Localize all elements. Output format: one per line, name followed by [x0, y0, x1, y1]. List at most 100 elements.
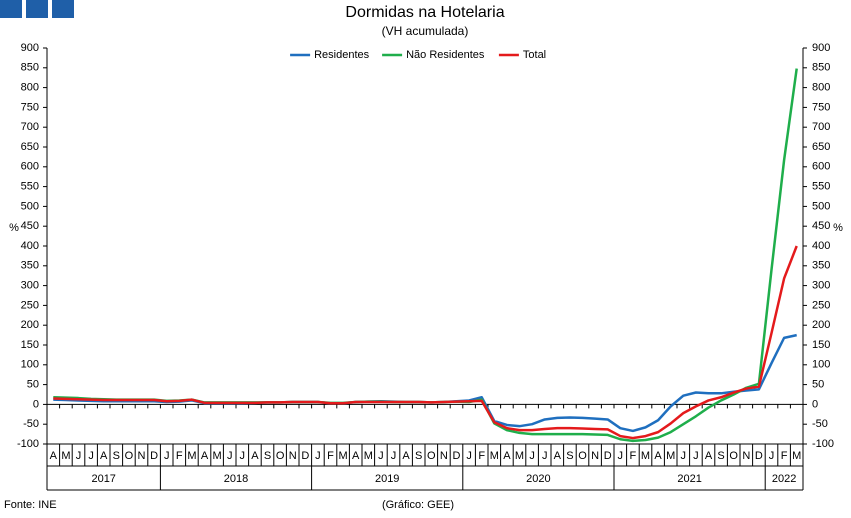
x-tick-label: M: [641, 450, 650, 462]
x-tick-label: M: [339, 450, 348, 462]
y2-axis-label: %: [833, 222, 843, 234]
x-tick-label: S: [113, 450, 120, 462]
y2-tick-label: 500: [812, 200, 830, 212]
x-tick-label: A: [201, 450, 209, 462]
x-tick-label: A: [352, 450, 360, 462]
y-tick-label: 150: [21, 339, 39, 351]
x-tick-label: F: [327, 450, 334, 462]
y-tick-label: 50: [27, 379, 39, 391]
x-tick-label: M: [213, 450, 222, 462]
chart-title: Dormidas na Hotelaria: [345, 4, 504, 21]
x-tick-label: S: [415, 450, 422, 462]
x-tick-label: F: [478, 450, 485, 462]
y-tick-label: 250: [21, 299, 39, 311]
y-tick-label: 450: [21, 220, 39, 232]
y2-tick-label: 550: [812, 181, 830, 193]
y2-tick-label: 700: [812, 121, 830, 133]
x-tick-label: D: [301, 450, 309, 462]
year-label: 2018: [224, 473, 248, 485]
x-tick-label: F: [176, 450, 183, 462]
note: (Gráfico: GEE): [382, 499, 454, 511]
x-tick-label: N: [289, 450, 297, 462]
x-tick-label: S: [264, 450, 271, 462]
y-tick-label: 300: [21, 280, 39, 292]
y-tick-label: 200: [21, 319, 39, 331]
year-label: 2020: [526, 473, 550, 485]
x-tick-label: J: [466, 450, 472, 462]
y-tick-label: -50: [23, 418, 39, 430]
y-tick-label: 350: [21, 260, 39, 272]
y-axis-label: %: [9, 222, 19, 234]
y2-tick-label: -100: [812, 438, 834, 450]
legend-label: Residentes: [314, 49, 370, 61]
x-tick-label: O: [125, 450, 134, 462]
x-tick-label: J: [391, 450, 397, 462]
y-tick-label: 800: [21, 82, 39, 94]
series-line: [53, 333, 797, 433]
x-tick-label: J: [164, 450, 170, 462]
x-tick-label: J: [618, 450, 624, 462]
x-tick-label: F: [630, 450, 637, 462]
y-tick-label: 650: [21, 141, 39, 153]
y2-tick-label: 100: [812, 359, 830, 371]
y-tick-label: 850: [21, 62, 39, 74]
y2-tick-label: 50: [812, 379, 824, 391]
y2-tick-label: 350: [812, 260, 830, 272]
x-tick-label: A: [705, 450, 713, 462]
x-tick-label: S: [717, 450, 724, 462]
x-tick-label: S: [566, 450, 573, 462]
x-tick-label: M: [187, 450, 196, 462]
y-tick-label: 500: [21, 200, 39, 212]
x-tick-label: M: [61, 450, 70, 462]
x-tick-label: J: [693, 450, 699, 462]
x-tick-label: N: [742, 450, 750, 462]
x-tick-label: J: [88, 450, 94, 462]
y2-tick-label: -50: [812, 418, 828, 430]
x-tick-label: D: [604, 450, 612, 462]
source: Fonte: INE: [4, 499, 57, 511]
logo-square: [26, 0, 48, 18]
x-tick-label: N: [138, 450, 146, 462]
y-tick-label: -100: [17, 438, 39, 450]
chart-subtitle: (VH acumulada): [382, 24, 469, 38]
x-tick-label: A: [402, 450, 410, 462]
x-tick-label: J: [76, 450, 82, 462]
y-tick-label: 100: [21, 359, 39, 371]
x-tick-label: A: [654, 450, 662, 462]
y2-tick-label: 0: [812, 398, 818, 410]
series-line: [53, 245, 798, 440]
x-tick-label: J: [240, 450, 246, 462]
x-tick-label: A: [100, 450, 108, 462]
x-tick-label: J: [681, 450, 687, 462]
x-tick-label: J: [542, 450, 548, 462]
y2-tick-label: 400: [812, 240, 830, 252]
y-tick-label: 750: [21, 101, 39, 113]
x-tick-label: J: [769, 450, 775, 462]
x-tick-label: O: [427, 450, 436, 462]
legend-label: Não Residentes: [406, 49, 485, 61]
x-tick-label: J: [378, 450, 384, 462]
x-tick-label: D: [755, 450, 763, 462]
x-tick-label: A: [503, 450, 511, 462]
x-tick-label: J: [227, 450, 233, 462]
y2-tick-label: 750: [812, 101, 830, 113]
x-tick-label: J: [529, 450, 535, 462]
logo-square: [0, 0, 22, 18]
y2-tick-label: 650: [812, 141, 830, 153]
x-tick-label: A: [50, 450, 58, 462]
x-tick-label: O: [729, 450, 738, 462]
x-tick-label: M: [515, 450, 524, 462]
y2-tick-label: 450: [812, 220, 830, 232]
y2-tick-label: 850: [812, 62, 830, 74]
y2-tick-label: 150: [812, 339, 830, 351]
x-tick-label: M: [364, 450, 373, 462]
x-tick-label: N: [440, 450, 448, 462]
y2-tick-label: 600: [812, 161, 830, 173]
logo-square: [52, 0, 74, 18]
x-tick-label: N: [591, 450, 599, 462]
year-label: 2019: [375, 473, 399, 485]
year-label: 2017: [91, 473, 115, 485]
x-tick-label: A: [554, 450, 562, 462]
x-tick-label: J: [315, 450, 321, 462]
